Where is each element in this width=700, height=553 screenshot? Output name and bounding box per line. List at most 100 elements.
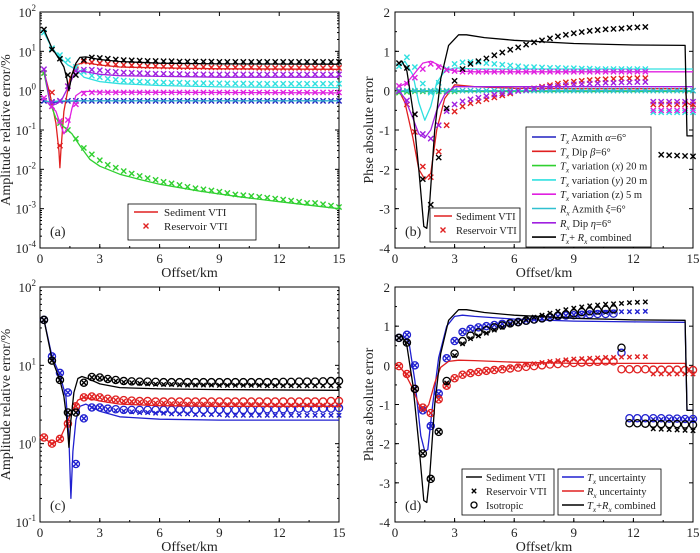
cross-marker (327, 64, 335, 71)
cross-marker (403, 87, 411, 94)
circle-marker (688, 420, 698, 430)
circle-marker (553, 359, 563, 369)
cross-marker (224, 58, 231, 65)
circle-marker (334, 396, 344, 406)
cross-marker (200, 63, 207, 71)
legend-text-part: Dip (569, 147, 590, 158)
cross-marker (586, 68, 593, 75)
circle-marker (143, 405, 152, 415)
cross-marker (176, 382, 183, 388)
series-line (43, 72, 340, 210)
cross-marker (112, 89, 119, 96)
y-axis-label: Phase absolute error (362, 347, 377, 461)
circle-marker (119, 395, 128, 405)
cross-marker (419, 176, 426, 183)
cross-marker (327, 89, 335, 96)
circle-marker (426, 421, 436, 431)
cross-marker (311, 89, 319, 96)
x-tick-label: 3 (97, 525, 104, 540)
cross-marker (319, 80, 327, 87)
circle-marker (63, 408, 73, 417)
panel-label: (c) (50, 499, 66, 514)
circle-marker (103, 394, 113, 403)
cross-marker (304, 80, 311, 87)
series-line (398, 34, 693, 229)
cross-marker (396, 363, 402, 369)
cross-marker (578, 68, 585, 75)
circle-marker (239, 377, 248, 387)
cross-marker (120, 69, 127, 76)
x-tick-label: 12 (627, 251, 640, 266)
cross-marker (690, 428, 696, 434)
legend-text-part: =6° (611, 133, 626, 144)
circle-marker (688, 414, 698, 424)
legend-label: Tx Azmith α=6° (560, 133, 626, 146)
circle-marker (680, 414, 690, 424)
circle-marker (426, 474, 436, 484)
circle-marker (641, 413, 650, 423)
cross-marker (404, 371, 410, 377)
legend-text-part: R (586, 487, 594, 498)
cross-marker (73, 461, 79, 467)
cross-marker (80, 58, 87, 65)
cross-marker (336, 412, 342, 419)
legend-text-part: y (614, 176, 620, 187)
circle-marker (79, 393, 89, 402)
legend-box (127, 203, 257, 241)
circle-marker (334, 376, 344, 386)
cross-marker (96, 157, 103, 164)
cross-marker (216, 89, 223, 96)
cross-marker (40, 94, 48, 102)
cross-marker (523, 68, 530, 75)
x-tick-label: 0 (392, 525, 399, 540)
cross-marker (41, 434, 47, 441)
cross-marker (311, 80, 319, 87)
cross-marker (634, 308, 641, 315)
circle-marker (585, 357, 594, 367)
cross-marker (232, 191, 239, 198)
x-tick-label: 6 (156, 525, 163, 540)
cross-marker (562, 31, 569, 38)
cross-marker (96, 60, 103, 67)
x-tick-label: 9 (216, 525, 223, 540)
y-tick-label: -2 (379, 437, 390, 452)
cross-marker (248, 71, 255, 78)
legend-text-part: variation (z) 5 m (569, 190, 642, 201)
cross-marker (296, 80, 303, 87)
circle-marker (310, 397, 320, 406)
x-tick-label: 3 (451, 251, 458, 266)
circle-marker (262, 377, 272, 387)
legend-label: Reservoir VTI (164, 221, 228, 233)
cross-marker (112, 56, 119, 63)
cross-marker (594, 302, 601, 308)
cross-marker (319, 201, 327, 208)
cross-marker (128, 69, 135, 76)
cross-marker (256, 80, 263, 87)
circle-marker (47, 356, 57, 365)
cross-marker (104, 75, 111, 82)
plot-area (40, 26, 343, 211)
legend-label: Sediment VTI (456, 212, 516, 223)
series-rx-uncertainty (39, 392, 344, 448)
y-tick-label: 101 (19, 356, 37, 373)
cross-marker (88, 59, 95, 66)
cross-marker (272, 89, 279, 96)
cross-marker (288, 64, 295, 71)
circle-marker (239, 397, 248, 406)
cross-marker (280, 71, 287, 78)
cross-marker (507, 89, 514, 96)
cross-marker (272, 58, 279, 65)
cross-marker (602, 26, 609, 33)
x-axis-label: Offset/km (161, 540, 218, 553)
cross-marker (280, 412, 286, 419)
cross-marker (48, 89, 56, 96)
circle-marker (183, 377, 192, 387)
cross-marker (335, 64, 343, 71)
cross-marker (570, 87, 577, 94)
cross-marker (80, 66, 87, 73)
circle-marker (175, 397, 184, 406)
series-line (43, 90, 340, 135)
cross-marker (459, 59, 466, 66)
cross-marker (459, 98, 466, 105)
